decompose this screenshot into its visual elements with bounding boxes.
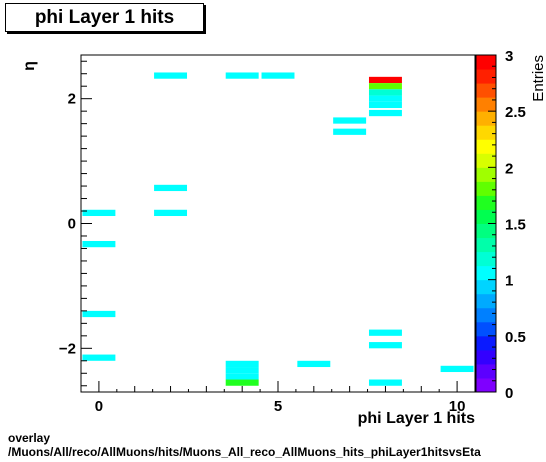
palette-swatch bbox=[476, 83, 496, 98]
chart-title: phi Layer 1 hits bbox=[34, 7, 175, 28]
palette-swatch bbox=[476, 111, 496, 126]
heatmap-cell bbox=[154, 184, 188, 192]
x-axis-ticks: 0 5 10 bbox=[95, 381, 466, 415]
z-tick-label: 2.5 bbox=[505, 104, 526, 121]
heatmap-cell bbox=[368, 342, 402, 349]
z-axis-label: Entries bbox=[530, 55, 546, 102]
title-box: phi Layer 1 hits bbox=[5, 3, 204, 32]
palette-swatch bbox=[476, 153, 496, 168]
heatmap-cell bbox=[82, 240, 116, 248]
palette-swatch bbox=[476, 293, 496, 309]
palette-swatch bbox=[476, 377, 496, 393]
heatmap-cell bbox=[225, 373, 259, 380]
palette-swatch bbox=[476, 279, 496, 295]
palette-swatch bbox=[476, 69, 496, 84]
z-tick-label: 0.5 bbox=[505, 329, 526, 346]
heatmap-cell bbox=[368, 95, 402, 102]
heatmap-cell bbox=[82, 354, 116, 361]
heatmap-cell bbox=[261, 72, 295, 79]
heatmap-cell bbox=[368, 89, 402, 96]
palette-swatch bbox=[476, 97, 496, 112]
heatmap-cell bbox=[368, 76, 402, 84]
palette-swatch bbox=[476, 363, 496, 379]
palette-swatch bbox=[476, 209, 496, 224]
palette-swatch bbox=[476, 223, 496, 239]
palette-swatch bbox=[476, 265, 496, 281]
palette-swatch bbox=[476, 307, 496, 323]
heatmap-cell bbox=[225, 72, 259, 79]
palette-swatch bbox=[476, 181, 496, 196]
y-axis-ticks: −2 0 2 bbox=[59, 60, 92, 387]
y-tick-label: 2 bbox=[68, 91, 76, 108]
heatmap-cell bbox=[333, 128, 367, 135]
heatmap-cell bbox=[154, 72, 188, 79]
heatmap-cell bbox=[440, 365, 474, 373]
palette-swatch bbox=[476, 195, 496, 210]
heatmap-cell bbox=[368, 329, 402, 336]
footer-line-2: /Muons/All/reco/AllMuons/hits/Muons_All_… bbox=[8, 445, 481, 459]
x-tick-label: 5 bbox=[274, 398, 282, 415]
palette-swatch bbox=[476, 167, 496, 182]
heatmap-cell bbox=[154, 209, 188, 217]
z-tick-label: 0 bbox=[505, 385, 513, 402]
heatmap-cell bbox=[368, 109, 402, 117]
heatmap-cell bbox=[368, 379, 402, 386]
heatmap-cell bbox=[225, 367, 259, 374]
y-tick-label: −2 bbox=[59, 340, 76, 357]
x-tick-label: 10 bbox=[449, 398, 466, 415]
heatmap-cell bbox=[368, 101, 402, 109]
z-tick-label: 1 bbox=[505, 273, 513, 290]
z-tick-label: 3 bbox=[505, 48, 513, 65]
footer-line-1: overlay bbox=[8, 431, 51, 445]
palette-swatch bbox=[476, 125, 496, 140]
palette-swatch bbox=[476, 349, 496, 365]
y-axis-label: η bbox=[21, 61, 38, 71]
footer: overlay /Muons/All/reco/AllMuons/hits/Mu… bbox=[8, 431, 481, 459]
palette-swatch bbox=[476, 321, 496, 337]
palette-swatch bbox=[476, 251, 496, 267]
heatmap-cell bbox=[82, 310, 116, 318]
z-tick-label: 1.5 bbox=[505, 217, 526, 234]
palette-swatch bbox=[476, 139, 496, 154]
z-axis-ticks: 0 0.5 1 1.5 2 2.5 3 bbox=[488, 48, 526, 402]
heatmap-cell bbox=[82, 209, 116, 217]
x-axis-label: phi Layer 1 hits bbox=[358, 410, 475, 427]
y-tick-label: 0 bbox=[68, 216, 76, 233]
heatmap-cell bbox=[225, 379, 259, 386]
heatmap-cell bbox=[333, 117, 367, 124]
palette-swatch bbox=[476, 335, 496, 351]
palette-swatch bbox=[476, 55, 496, 70]
heatmap-cell bbox=[297, 360, 331, 368]
z-tick-label: 2 bbox=[505, 160, 513, 177]
heatmap-cell bbox=[225, 360, 259, 368]
plot-frame bbox=[80, 54, 476, 393]
heatmap-cells bbox=[82, 72, 474, 386]
x-tick-label: 0 bbox=[95, 398, 103, 415]
color-palette bbox=[475, 54, 497, 393]
heatmap-chart: 0 5 10 −2 0 2 0 0.5 1 1.5 2 2.5 3 phi Layer 1 hits… bbox=[21, 48, 546, 427]
heatmap-cell bbox=[368, 83, 402, 90]
palette-swatch bbox=[476, 237, 496, 253]
